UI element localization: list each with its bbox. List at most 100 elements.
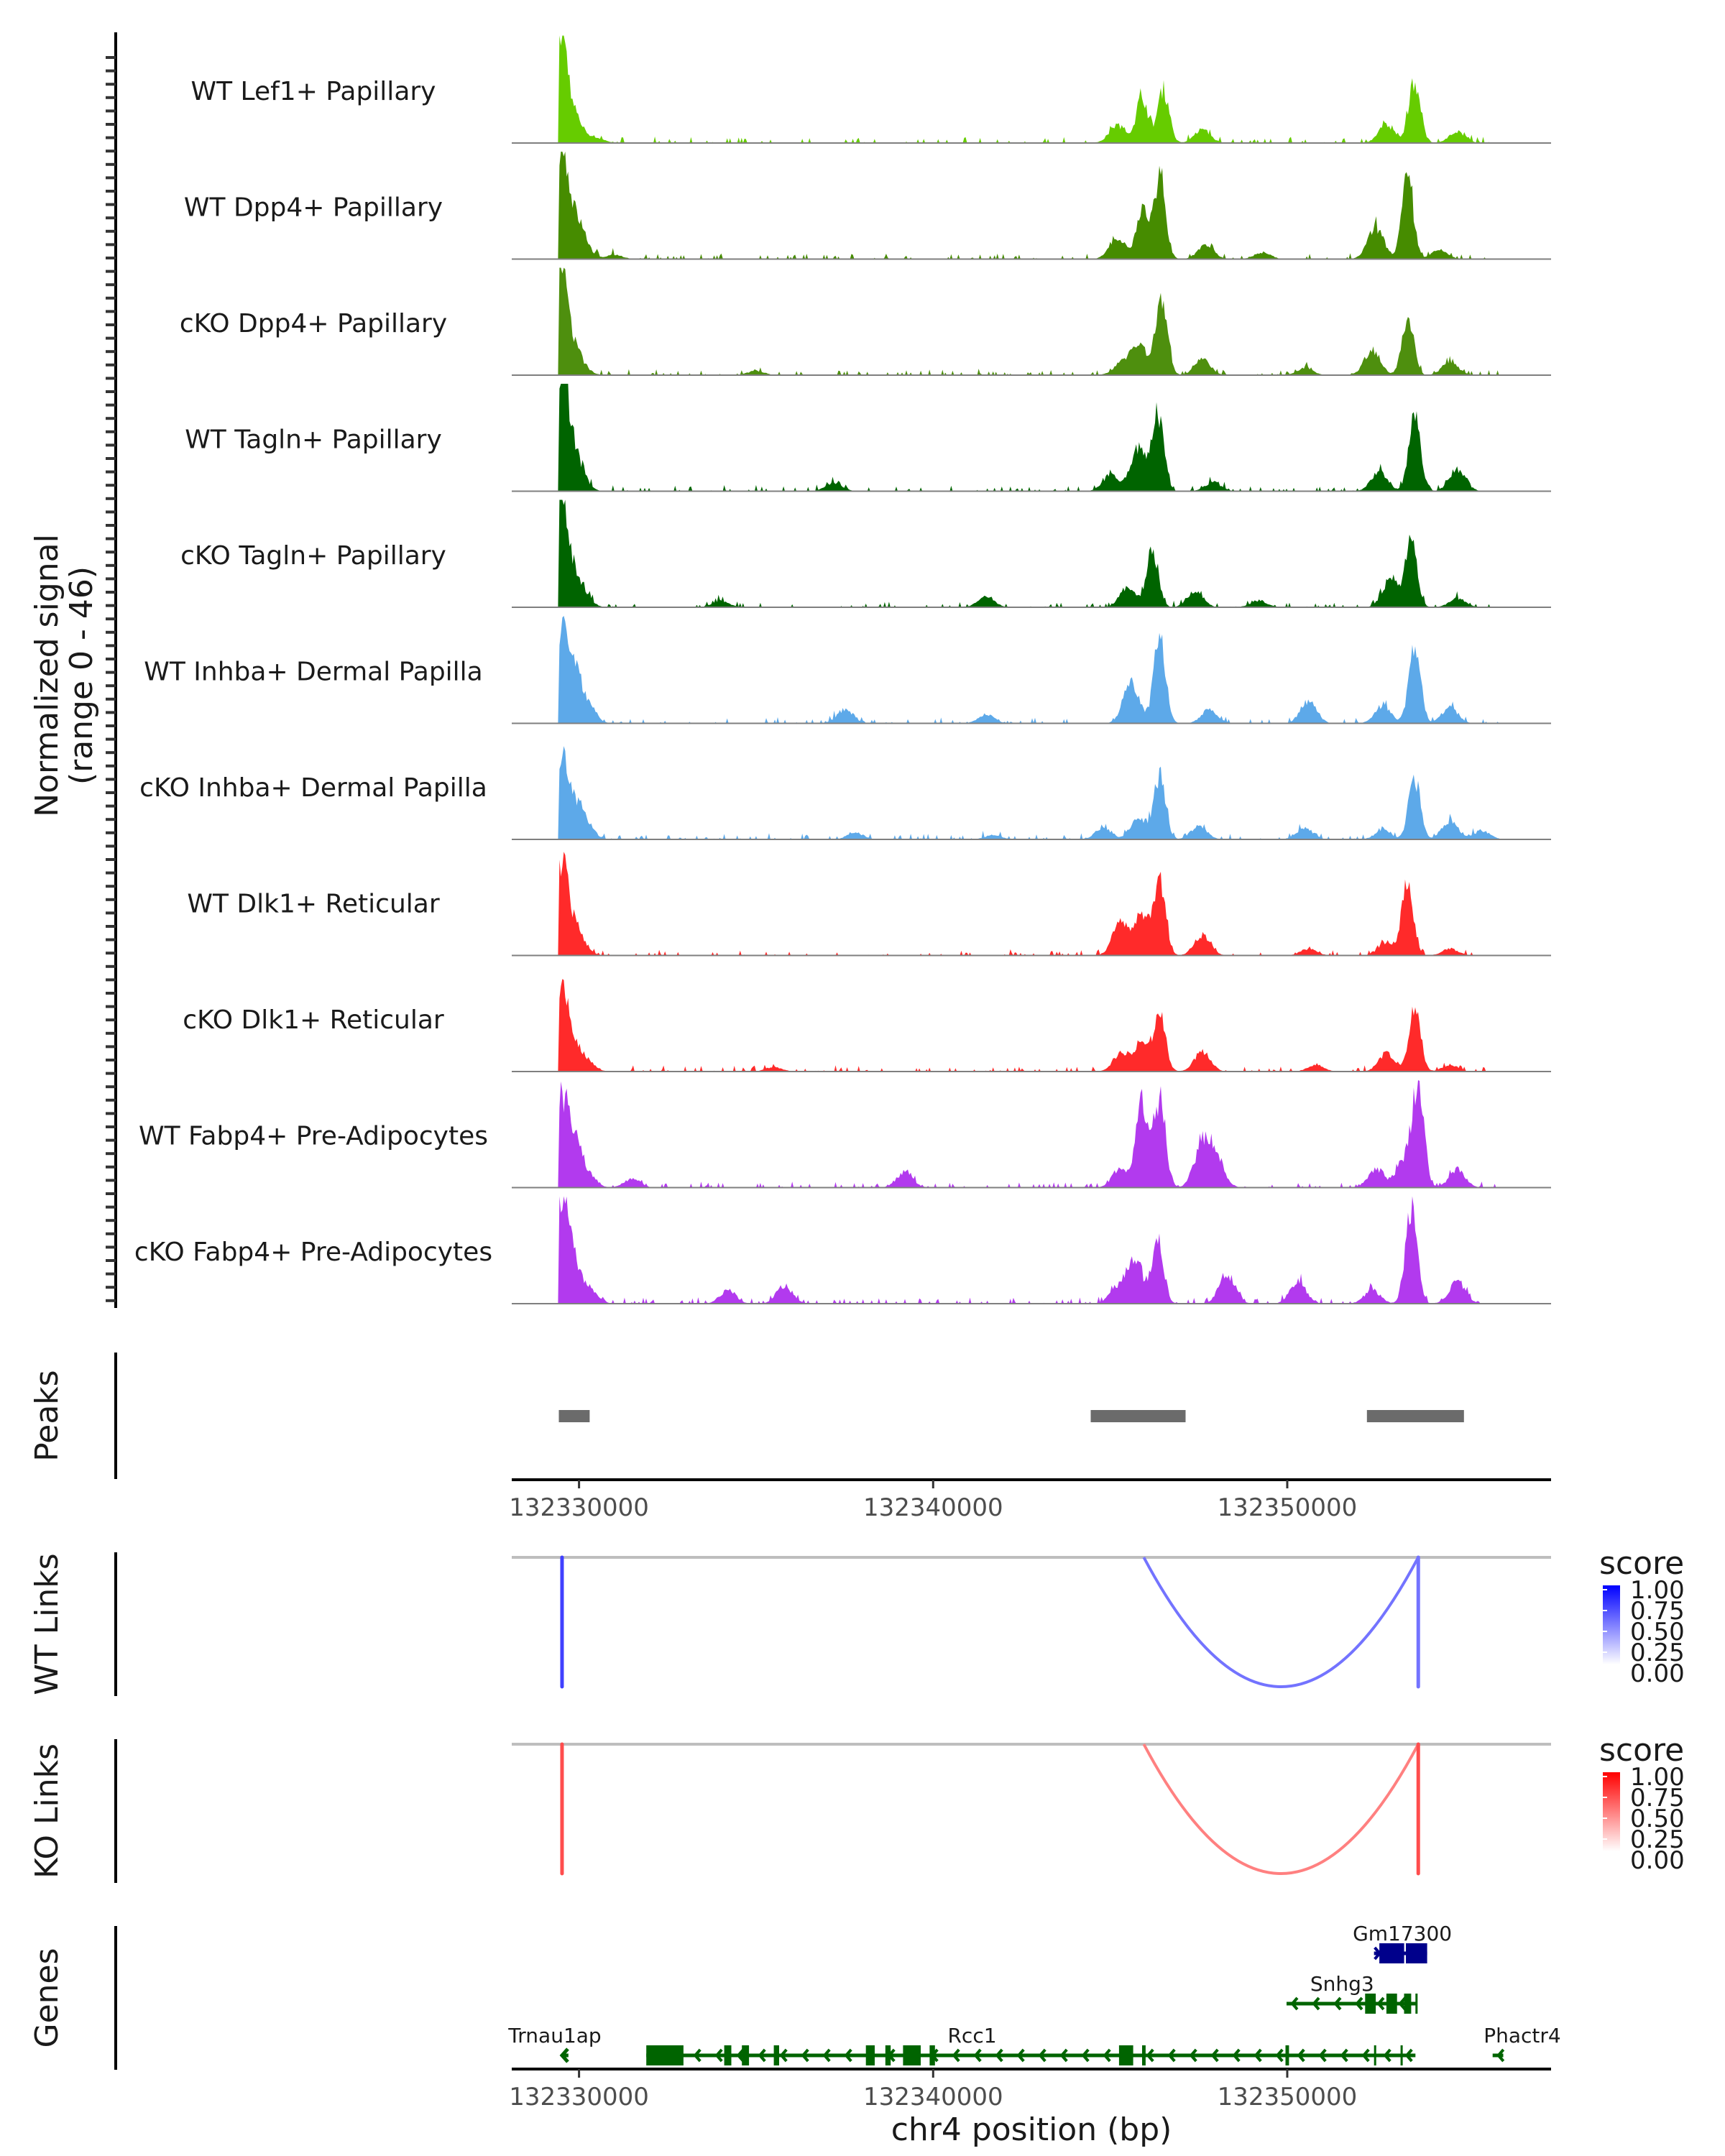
strand-arrow-left-icon xyxy=(1146,2048,1154,2063)
track-label: cKO Dpp4+ Papillary xyxy=(180,309,447,338)
track-label: WT Dlk1+ Reticular xyxy=(187,890,439,919)
signal-area xyxy=(512,499,1551,607)
legend-colorbar xyxy=(1603,1772,1620,1851)
strand-arrow-left-icon xyxy=(1398,1996,1407,2011)
x-tick-label: 132340000 xyxy=(863,2083,1003,2111)
signal-area xyxy=(512,852,1551,956)
gene: Rcc1 xyxy=(646,2024,1416,2065)
track-label: cKO Fabp4+ Pre-Adipocytes xyxy=(134,1238,492,1267)
signal-track: cKO Dlk1+ Reticular xyxy=(183,979,1551,1072)
x-axis-bottom: 132330000 132340000 132350000 xyxy=(509,2068,1551,2111)
signal-track: WT Tagln+ Papillary xyxy=(185,384,1551,492)
gene-exon xyxy=(1379,1943,1404,1963)
signal-y-ticks xyxy=(106,56,116,1302)
gene: Trnau1ap xyxy=(507,2024,602,2063)
gene-exon xyxy=(903,2045,921,2065)
gene-label: Snhg3 xyxy=(1310,1972,1374,1996)
signal-area xyxy=(512,616,1551,724)
gene-exon xyxy=(929,2045,935,2065)
strand-arrow-left-icon xyxy=(952,2048,960,2063)
signal-area xyxy=(512,384,1551,492)
x-tick-label: 132350000 xyxy=(1218,1493,1358,1522)
track-label: WT Tagln+ Papillary xyxy=(185,425,442,455)
signal-area xyxy=(512,1196,1551,1304)
peak-region xyxy=(1366,1410,1464,1422)
track-label: WT Inhba+ Dermal Papilla xyxy=(144,658,482,687)
strand-arrow-left-icon xyxy=(779,2048,788,2063)
link-arc xyxy=(1142,1743,1420,1875)
gene-label: Trnau1ap xyxy=(507,2024,601,2047)
strand-arrow-left-icon xyxy=(1496,2048,1505,2063)
strand-arrow-left-icon xyxy=(822,2048,831,2063)
gene-exon xyxy=(1400,2045,1403,2065)
peaks-track-label: Peaks xyxy=(29,1370,65,1461)
signal-track: WT Fabp4+ Pre-Adipocytes xyxy=(139,1080,1551,1189)
signal-area xyxy=(512,1080,1551,1188)
track-label: cKO Tagln+ Papillary xyxy=(180,541,446,571)
signal-track: cKO Fabp4+ Pre-Adipocytes xyxy=(134,1196,1551,1304)
legend-tick-label: 0.50 xyxy=(1630,1618,1685,1646)
strand-arrow-left-icon xyxy=(693,2048,702,2063)
strand-arrow-left-icon xyxy=(714,2048,723,2063)
strand-arrow-left-icon xyxy=(736,2048,745,2063)
strand-arrow-left-icon xyxy=(1103,2048,1111,2063)
strand-arrow-left-icon xyxy=(1059,2048,1068,2063)
gene-exon xyxy=(742,2045,750,2065)
strand-arrow-left-icon xyxy=(1383,2048,1392,2063)
signal-track: WT Lef1+ Papillary xyxy=(191,35,1551,144)
gene-exon xyxy=(885,2045,891,2065)
x-axis-title: chr4 position (bp) xyxy=(891,2111,1172,2148)
track-label: WT Fabp4+ Pre-Adipocytes xyxy=(139,1122,488,1151)
strand-arrow-left-icon xyxy=(1189,2048,1197,2063)
gene: Snhg3 xyxy=(1286,1972,1418,2014)
signal-ylabel-sub: (range 0 - 46) xyxy=(63,566,100,785)
peak-region xyxy=(1090,1410,1186,1422)
gene-exon xyxy=(1374,2045,1376,2065)
strand-arrow-left-icon xyxy=(1275,2048,1284,2063)
peak-region xyxy=(558,1410,590,1422)
strand-arrow-left-icon xyxy=(1297,2048,1305,2063)
signal-track: cKO Tagln+ Papillary xyxy=(180,499,1551,608)
track-label: WT Lef1+ Papillary xyxy=(191,77,436,106)
strand-arrow-left-icon xyxy=(1232,2048,1241,2063)
gene-exon xyxy=(724,2045,732,2065)
legend-tick-label: 0.00 xyxy=(1630,1659,1685,1688)
track-label: cKO Dlk1+ Reticular xyxy=(183,1005,444,1035)
gene-exon xyxy=(1118,2045,1133,2065)
legend-tick-label: 1.00 xyxy=(1630,1763,1685,1792)
gene-exon xyxy=(1386,1994,1397,2014)
strand-arrow-left-icon xyxy=(844,2048,852,2063)
track-label: cKO Inhba+ Dermal Papilla xyxy=(139,773,487,803)
strand-arrow-left-icon xyxy=(758,2048,766,2063)
gene-exon xyxy=(1285,2045,1289,2065)
gene: Phactr4 xyxy=(1484,2024,1561,2063)
legend-tick-label: 0.25 xyxy=(1630,1639,1685,1667)
ko-links-label: KO Links xyxy=(29,1743,65,1879)
signal-ylabel: Normalized signal (range 0 - 46) xyxy=(29,534,100,817)
track-label: WT Dpp4+ Papillary xyxy=(184,193,443,223)
signal-track: WT Dpp4+ Papillary xyxy=(184,152,1551,260)
strand-arrow-left-icon xyxy=(1081,2048,1090,2063)
strand-arrow-left-icon xyxy=(1355,1996,1363,2011)
signal-area xyxy=(512,152,1551,259)
legend-colorbar xyxy=(1603,1585,1620,1664)
gene-exon xyxy=(865,2045,875,2065)
x-tick-label: 132330000 xyxy=(509,1493,649,1522)
ko-links-track xyxy=(512,1742,1551,1876)
legend-tick-label: 0.75 xyxy=(1630,1597,1685,1626)
gene-exon xyxy=(1404,1994,1412,2014)
strand-arrow-left-icon xyxy=(559,2047,569,2063)
x-tick-label: 132330000 xyxy=(509,2083,649,2111)
x-axis-top: 132330000 132340000 132350000 xyxy=(509,1478,1551,1522)
gene-exon xyxy=(773,2045,779,2065)
strand-arrow-left-icon xyxy=(1340,2048,1348,2063)
strand-arrow-left-icon xyxy=(1290,1996,1299,2011)
gene-exon xyxy=(1142,2045,1146,2065)
legend-tick-label: 0.00 xyxy=(1630,1846,1685,1875)
signal-area xyxy=(512,979,1551,1072)
peaks-track xyxy=(558,1410,1464,1422)
legend-tick-label: 0.25 xyxy=(1630,1825,1685,1854)
signal-track: cKO Inhba+ Dermal Papilla xyxy=(139,746,1551,840)
